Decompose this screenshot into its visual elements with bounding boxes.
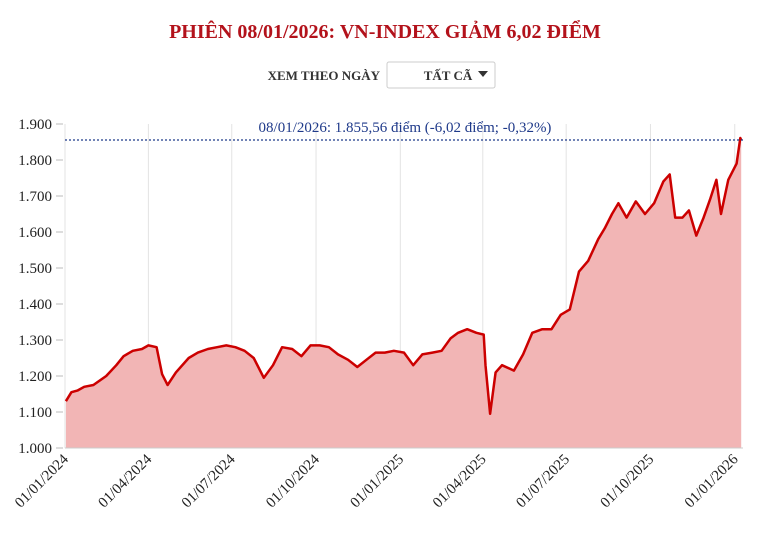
y-tick-label: 1.300 [18, 333, 52, 349]
y-tick-label: 1.000 [18, 441, 52, 457]
y-tick-label: 1.100 [18, 405, 52, 421]
dropdown[interactable] [386, 61, 496, 89]
x-tick-label: 01/01/2026 [682, 451, 742, 511]
y-tick-label: 1.700 [18, 189, 52, 205]
x-tick-label: 01/10/2025 [598, 452, 658, 512]
x-tick-label: 01/10/2024 [263, 451, 323, 511]
x-tick-label: 01/07/2024 [179, 451, 239, 511]
y-tick-label: 1.200 [18, 369, 52, 385]
x-tick-label: 01/01/2024 [12, 451, 72, 511]
y-tick-label: 1.800 [18, 153, 52, 169]
x-tick-label: 01/07/2025 [513, 452, 573, 512]
chart-title: PHIÊN 08/01/2026: VN-INDEX GIẢM 6,02 ĐIỂ… [169, 19, 601, 43]
y-tick-label: 1.400 [18, 297, 52, 313]
x-tick-label: 01/01/2025 [348, 452, 408, 512]
y-tick-label: 1.600 [18, 225, 52, 241]
dropdown-arrow[interactable] [478, 71, 488, 77]
control-label: XEM THEO NGÀY [268, 68, 381, 83]
y-tick-label: 1.900 [18, 117, 52, 133]
x-tick-label: 01/04/2024 [96, 451, 156, 511]
dropdown-value[interactable]: TẤT CÃ [424, 68, 473, 83]
y-tick-label: 1.500 [18, 261, 52, 277]
annotation: 08/01/2026: 1.855,56 điểm (-6,02 điểm; -… [259, 120, 552, 136]
area [65, 138, 742, 448]
line [64, 136, 743, 416]
x-tick-label: 01/04/2025 [430, 452, 490, 512]
